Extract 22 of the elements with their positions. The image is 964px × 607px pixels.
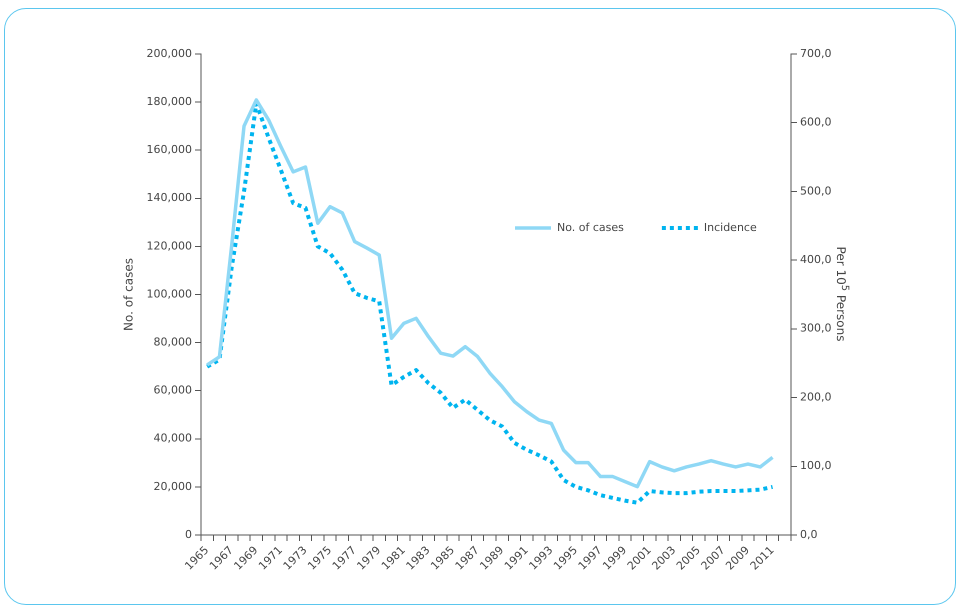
y-tick-label: 100,000 xyxy=(146,287,192,300)
y2-tick-label: 500,0 xyxy=(800,184,832,198)
y2-tick-label: 200,0 xyxy=(800,390,832,404)
y-tick-label: 20,000 xyxy=(154,480,192,493)
y-tick-label: 60,000 xyxy=(154,384,192,397)
y-tick-label: 120,000 xyxy=(146,239,192,252)
y2-tick-label: 400,0 xyxy=(800,253,832,266)
y-tick-label: 0 xyxy=(185,528,192,541)
y-tick-label: 140,000 xyxy=(146,191,192,204)
y-tick-label: 180,000 xyxy=(146,94,192,108)
y-tick-label: 160,000 xyxy=(146,143,192,156)
y-axis-title: No. of cases xyxy=(121,258,136,331)
legend-label: No. of cases xyxy=(557,220,624,234)
y2-tick-label: 700,0 xyxy=(800,46,832,60)
legend-label: Incidence xyxy=(704,220,757,234)
y2-tick-label: 300,0 xyxy=(800,322,832,335)
y-tick-label: 40,000 xyxy=(154,432,192,445)
y-tick-label: 200,000 xyxy=(146,46,192,60)
y2-tick-label: 100,0 xyxy=(800,459,832,472)
y2-tick-label: 0,0 xyxy=(800,528,818,541)
y-tick-label: 80,000 xyxy=(154,335,192,348)
y2-tick-label: 600,0 xyxy=(800,116,832,129)
